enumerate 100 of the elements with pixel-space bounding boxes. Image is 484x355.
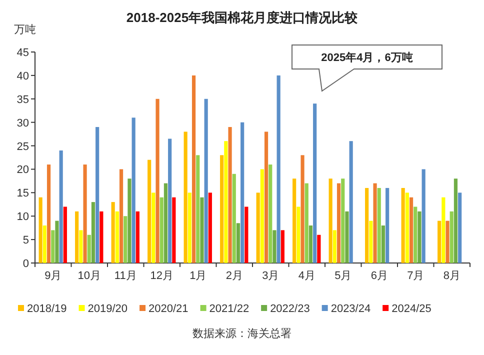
bar — [304, 183, 308, 263]
bar — [96, 127, 100, 263]
bar — [59, 150, 63, 263]
bar — [381, 225, 386, 263]
legend-label: 2020/21 — [148, 303, 188, 315]
bar — [272, 230, 276, 263]
bar — [328, 178, 332, 263]
x-tick-label: 11月 — [114, 270, 137, 282]
bar — [83, 164, 87, 263]
y-tick-label: 40 — [16, 70, 29, 82]
legend-label: 2022/23 — [270, 303, 310, 315]
bar — [42, 225, 46, 263]
bar — [296, 206, 300, 263]
legend-label: 2021/22 — [209, 303, 250, 315]
bar — [168, 138, 172, 263]
legend-label: 2019/20 — [88, 303, 128, 315]
x-tick-label: 4月 — [298, 270, 316, 282]
bar — [454, 178, 458, 263]
y-tick-label: 5 — [22, 234, 29, 247]
y-tick-label: 45 — [16, 47, 29, 59]
bar — [418, 211, 422, 263]
bar — [458, 192, 462, 263]
bar — [46, 164, 51, 263]
bar — [100, 211, 104, 263]
x-tick-label: 9月 — [44, 270, 62, 282]
y-tick-label: 35 — [16, 94, 29, 106]
x-tick-label: 2月 — [226, 270, 243, 282]
bar — [256, 192, 260, 263]
x-tick-label: 7月 — [407, 270, 424, 282]
bar — [386, 188, 390, 263]
y-tick-label: 25 — [16, 140, 29, 153]
bar — [300, 155, 304, 263]
legend-label: 2023/24 — [330, 303, 371, 315]
bar — [208, 192, 212, 263]
bar — [119, 169, 124, 263]
bar — [51, 230, 55, 263]
bar — [188, 192, 192, 263]
bar — [313, 104, 317, 263]
bar — [160, 197, 164, 263]
bar — [377, 188, 381, 263]
bar — [224, 141, 228, 263]
bar — [192, 75, 196, 263]
bar — [152, 192, 156, 263]
bar — [132, 118, 136, 263]
x-tick-label: 3月 — [262, 270, 280, 282]
bar — [268, 164, 272, 263]
bar — [442, 197, 446, 263]
bar — [450, 211, 454, 263]
bar — [438, 220, 442, 263]
bar — [409, 197, 414, 263]
bar — [38, 197, 42, 263]
bar — [244, 206, 248, 263]
bar — [164, 183, 168, 263]
bar — [136, 211, 140, 263]
bar — [280, 230, 284, 263]
y-tick-label: 30 — [16, 117, 29, 130]
x-tick-label: 1月 — [190, 270, 207, 282]
bar — [349, 141, 353, 263]
bar — [414, 206, 418, 263]
bar — [115, 211, 119, 263]
x-tick-label: 12月 — [150, 270, 174, 282]
x-tick-label: 6月 — [370, 270, 388, 282]
bar — [220, 155, 224, 263]
bar — [446, 220, 450, 263]
annotation: 2025年4月，6万吨 — [321, 51, 413, 64]
bar — [401, 188, 405, 263]
bar — [87, 234, 91, 263]
bar — [308, 225, 313, 263]
bar — [276, 75, 280, 263]
y-axis-title: 万吨 — [14, 23, 36, 36]
bar — [232, 174, 236, 263]
legend-label: 2024/25 — [392, 303, 432, 315]
bar — [63, 206, 67, 263]
bar — [369, 220, 373, 263]
bar — [336, 183, 341, 263]
bar — [365, 188, 369, 263]
bar — [317, 234, 321, 263]
bar — [128, 178, 132, 263]
bar — [91, 202, 96, 263]
bar — [184, 132, 188, 263]
bar — [124, 216, 128, 263]
bar — [260, 169, 264, 263]
bar — [264, 132, 268, 263]
bar — [332, 230, 336, 263]
y-tick-label: 10 — [16, 211, 29, 224]
bar — [55, 220, 59, 263]
x-tick-label: 5月 — [334, 270, 352, 282]
y-tick-label: 0 — [22, 258, 29, 270]
legend-label: 2018/19 — [27, 303, 67, 315]
bar — [148, 160, 152, 263]
bar — [240, 122, 244, 263]
bar — [345, 211, 349, 263]
bar — [196, 155, 200, 263]
bar — [373, 183, 377, 263]
bar — [292, 178, 296, 263]
bar — [172, 197, 176, 263]
bar — [111, 202, 115, 263]
y-tick-label: 15 — [16, 188, 29, 200]
bar — [422, 169, 426, 263]
bar — [204, 98, 208, 263]
